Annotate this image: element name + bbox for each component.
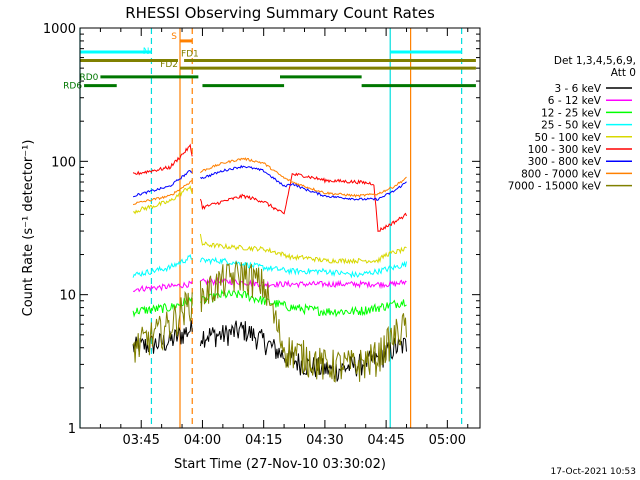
- legend-label-7: 800 - 7000 keV: [521, 168, 602, 180]
- state-label-fd1: FD1: [181, 50, 199, 60]
- legend-label-4: 50 - 100 keV: [534, 132, 601, 144]
- x-tick-label-0: 03:45: [122, 433, 159, 448]
- legend-label-8: 7000 - 15000 keV: [508, 181, 602, 193]
- series-line-1: [132, 277, 407, 293]
- x-tick-label-3: 04:30: [306, 433, 343, 448]
- legend-header-0: Det 1,3,4,5,6,9,: [554, 55, 636, 67]
- series-line-4: [133, 185, 407, 265]
- series-line-5: [132, 143, 407, 232]
- state-label-rd6: RD6: [63, 82, 82, 92]
- x-tick-label-2: 04:15: [245, 433, 282, 448]
- legend-label-3: 25 - 50 keV: [541, 120, 602, 132]
- state-label-n: N: [143, 47, 150, 57]
- series-line-8: [132, 261, 407, 383]
- timestamp: 17-Oct-2021 10:53: [551, 467, 636, 477]
- axis-ticks: 1 10 100 1000 03:45 04:00 04:15 04:30 04:45 05:00: [43, 22, 480, 448]
- y-axis-label: Count Rate (s⁻¹ detector⁻¹): [21, 140, 36, 317]
- series-line-6: [133, 164, 407, 201]
- legend-label-2: 12 - 25 keV: [541, 107, 602, 119]
- legend-label-5: 100 - 300 keV: [528, 144, 602, 156]
- y-tick-label-0: 1: [68, 422, 76, 437]
- x-tick-label-1: 04:00: [184, 433, 221, 448]
- x-tick-label-4: 04:45: [367, 433, 404, 448]
- legend-label-6: 300 - 800 keV: [528, 156, 602, 168]
- x-axis-label: Start Time (27-Nov-10 03:30:02): [174, 457, 386, 472]
- series-line-0: [132, 320, 407, 382]
- y-tick-label-1: 10: [59, 289, 76, 304]
- series-line-7: [132, 157, 407, 206]
- y-tick-label-2: 100: [51, 155, 76, 170]
- legend-label-0: 3 - 6 keV: [554, 83, 601, 95]
- series-line-3: [132, 254, 407, 279]
- y-tick-label-3: 1000: [43, 22, 76, 37]
- plot-frame: [79, 27, 481, 429]
- legend-label-1: 6 - 12 keV: [548, 95, 602, 107]
- state-label-s: S: [171, 32, 177, 42]
- x-tick-label-5: 05:00: [429, 433, 466, 448]
- state-label-fd2: FD2: [160, 60, 178, 70]
- chart-title: RHESSI Observing Summary Count Rates: [125, 4, 435, 22]
- state-label-rd0: RD0: [79, 73, 98, 83]
- legend-header-1: Att 0: [611, 67, 636, 79]
- series-line-2: [132, 288, 407, 318]
